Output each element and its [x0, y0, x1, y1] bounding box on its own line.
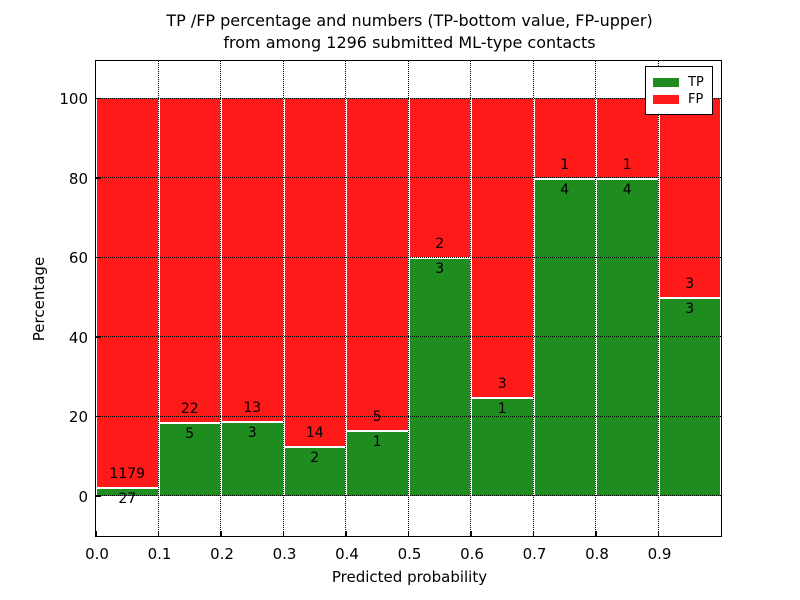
chart-title-line2: from among 1296 submitted ML-type contac…: [223, 33, 596, 52]
y-tick-mark: [96, 336, 101, 338]
fp-color-swatch: [653, 95, 679, 104]
x-tick-mark: [220, 531, 222, 536]
bar-column: [96, 98, 159, 496]
bar-segment-fp: [159, 98, 220, 423]
y-tick-mark: [96, 97, 101, 100]
y-tick-mark: [96, 415, 101, 418]
tp-count-label: 1: [497, 400, 507, 417]
y-tick-label: 0: [78, 488, 88, 506]
x-tick-mark: [95, 531, 97, 536]
legend-entry-tp: TP: [653, 75, 704, 90]
bar-column: [158, 98, 221, 496]
fp-count-label: 5: [372, 408, 382, 425]
bar-segment-fp: [284, 98, 345, 447]
tp-count-label: 3: [247, 425, 257, 442]
tp-count-label: 3: [685, 301, 695, 318]
tp-count-label: 4: [560, 181, 570, 198]
x-axis-label: Predicted probability: [331, 568, 488, 586]
x-tick-label: 0.0: [85, 545, 109, 563]
x-tick-label: 0.7: [522, 545, 547, 563]
bar-segment-fp: [97, 98, 158, 488]
tp-count-label: 2: [310, 450, 320, 467]
v-gridline: [470, 61, 472, 536]
x-tick-label: 0.3: [272, 545, 297, 563]
bar-segment-tp: [659, 297, 720, 496]
x-tick-mark: [282, 531, 285, 536]
v-gridline: [345, 61, 347, 536]
fp-count-label: 22: [180, 401, 199, 418]
x-tick-label: 0.6: [460, 545, 484, 563]
v-gridline: [282, 61, 284, 536]
bar-segment-fp: [534, 98, 595, 178]
x-tick-mark: [407, 531, 410, 536]
bar-segment-fp: [472, 98, 533, 397]
bar-segment-tp: [409, 257, 470, 496]
tp-count-label: 4: [622, 181, 632, 198]
bar-column: [471, 98, 534, 496]
y-tick-label: 100: [59, 90, 88, 109]
fp-count-label: 2: [435, 236, 445, 253]
fp-count-label: 3: [497, 375, 507, 392]
bar-segment-tp: [97, 487, 158, 496]
tp-count-label: 27: [118, 491, 137, 508]
legend-entry-fp: FP: [653, 92, 704, 107]
bar-segment-tp: [159, 422, 220, 496]
fp-count-label: 14: [305, 425, 324, 442]
legend-label-tp: TP: [688, 75, 704, 90]
legend: TP FP: [645, 66, 713, 115]
bar-segment-tp: [284, 446, 345, 496]
bar-segment-fp: [347, 98, 408, 430]
plot-area: 1179 27 22 5 13 3 14 2 5 1 2 3 3 1 1 4 1 4 3 3: [95, 60, 722, 537]
y-tick-mark: [96, 177, 101, 179]
x-tick-label: 0.8: [585, 545, 609, 563]
bar-segment-fp: [659, 98, 720, 298]
tp-color-swatch: [653, 78, 679, 87]
x-tick-label: 0.5: [397, 545, 422, 563]
fp-count-label: 1179: [109, 466, 146, 483]
bar-segment-fp: [222, 98, 283, 422]
y-tick-label: 20: [68, 408, 88, 427]
y-tick-mark: [96, 495, 101, 497]
x-tick-mark: [470, 531, 472, 536]
legend-label-fp: FP: [688, 92, 704, 107]
bar-column: [283, 98, 346, 496]
tp-count-label: 5: [185, 426, 195, 443]
x-tick-label: 0.2: [210, 545, 234, 563]
x-tick-mark: [157, 531, 160, 536]
fp-count-label: 13: [243, 400, 262, 417]
bar-column: [408, 98, 471, 496]
fp-count-label: 1: [560, 156, 570, 173]
fp-count-label: 1: [622, 156, 632, 173]
y-tick-label: 60: [68, 249, 88, 268]
chart-title-line1: TP /FP percentage and numbers (TP-bottom…: [166, 11, 653, 30]
v-gridline: [157, 61, 159, 536]
bar-segment-tp: [347, 429, 408, 496]
x-tick-mark: [657, 531, 660, 536]
fp-count-label: 3: [685, 276, 695, 293]
bar-segment-tp: [472, 396, 533, 496]
v-gridline: [407, 61, 409, 536]
x-tick-mark: [595, 531, 597, 536]
x-tick-mark: [345, 531, 347, 536]
y-tick-label: 80: [68, 169, 88, 188]
v-gridline: [657, 61, 659, 536]
x-tick-mark: [532, 531, 535, 536]
v-gridline: [532, 61, 534, 536]
v-gridline: [220, 61, 222, 536]
bar-column: [221, 98, 284, 496]
bar-column: [658, 98, 721, 496]
x-tick-label: 0.9: [647, 545, 672, 563]
y-tick-mark: [96, 256, 101, 259]
chart-title: TP /FP percentage and numbers (TP-bottom…: [97, 10, 722, 54]
x-tick-label: 0.4: [335, 545, 359, 563]
tp-count-label: 1: [372, 433, 382, 450]
tp-count-label: 3: [435, 261, 445, 278]
bar-segment-tp: [222, 421, 283, 496]
y-tick-label: 40: [68, 328, 88, 347]
v-gridline: [595, 61, 597, 536]
x-tick-label: 0.1: [147, 545, 172, 563]
